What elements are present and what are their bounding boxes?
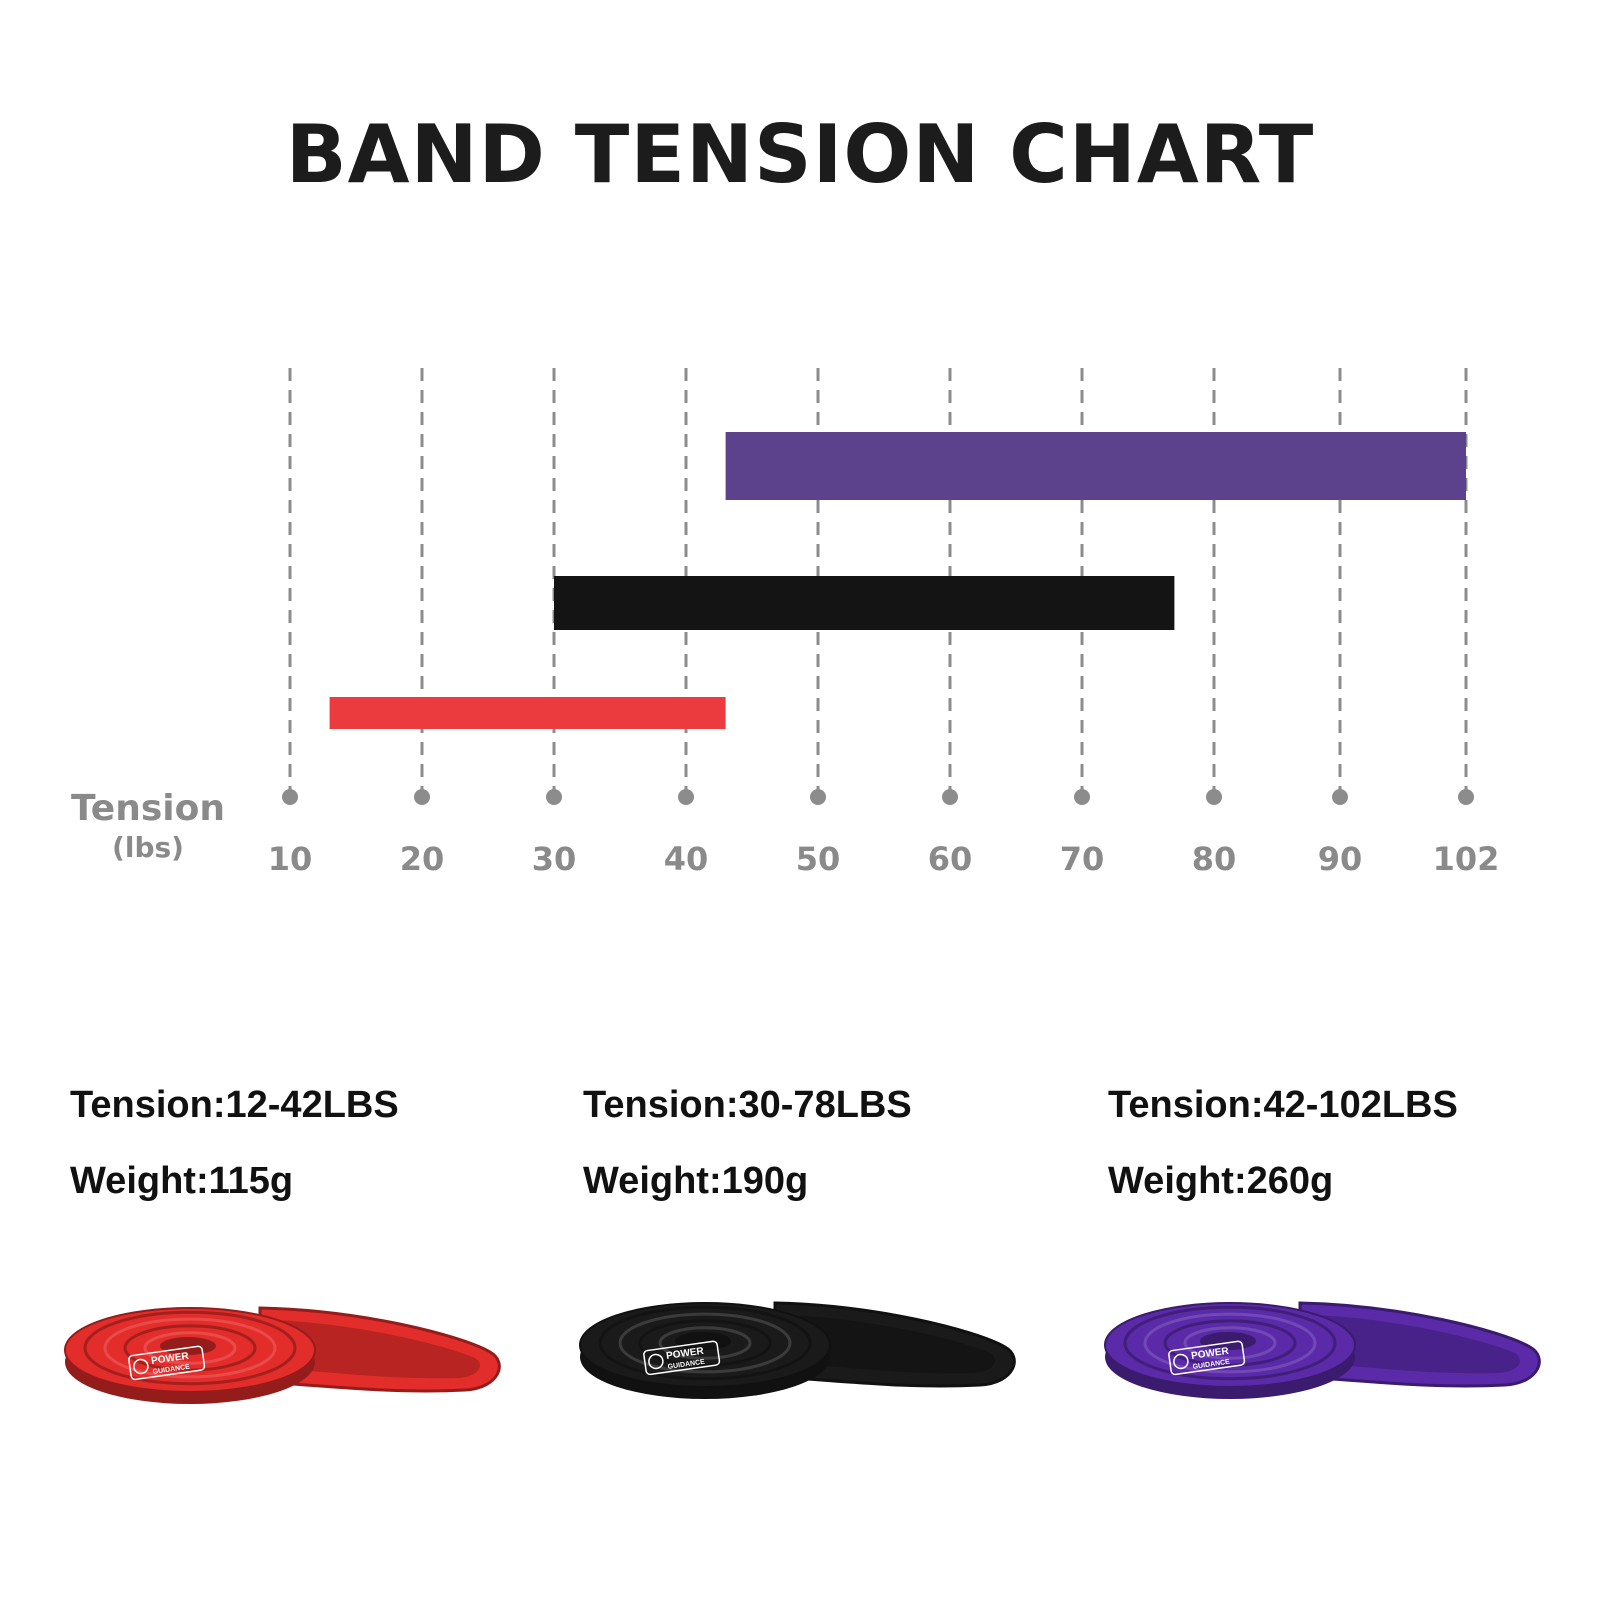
axis-label: Tension [71,788,225,829]
tick-dot [546,789,562,805]
band-black-weight: Weight:190g [583,1160,809,1202]
band-coil-ring [143,1331,237,1365]
tension-bar-red [329,697,726,729]
band-loop-inner [790,1315,995,1374]
tick-dot [414,789,430,805]
band-red-weight: Weight:115g [70,1160,294,1202]
band-coil-ring [1163,1319,1297,1367]
band-coil-ring [658,1326,752,1360]
tick-dot [810,789,826,805]
tick-label: 70 [1060,840,1105,878]
tension-bar-black [554,576,1175,630]
tick-dot [678,789,694,805]
tick-dot [1074,789,1090,805]
band-coil-ring [1183,1326,1277,1360]
band-coil-ring [1123,1305,1337,1381]
tick-dot [1332,789,1348,805]
band-coil-ring [598,1305,812,1381]
logo-target-icon [648,1353,664,1370]
band-coil-ring [83,1310,297,1386]
tick-label: 20 [400,840,445,878]
axis-unit: (lbs) [112,831,184,864]
band-coil-ring [123,1324,257,1372]
band-purple-tension: Tension:42-102LBS [1108,1084,1458,1126]
logo-frame [128,1345,206,1381]
band-loop-inner [1315,1315,1520,1374]
logo-text-line1: POWER [151,1351,191,1367]
logo-frame [643,1340,721,1376]
tick-label: 40 [664,840,709,878]
band-coil-ring [103,1317,277,1379]
band-red-tension: Tension:12-42LBS [70,1084,399,1126]
logo-text-line1: POWER [1191,1346,1231,1362]
tick-label: 50 [796,840,841,878]
tick-label: 102 [1433,840,1500,878]
tick-label: 10 [268,840,313,878]
logo-target-icon [133,1358,149,1375]
tick-label: 90 [1318,840,1363,878]
tick-dot [942,789,958,805]
logo-text-line1: POWER [666,1346,706,1362]
tick-label: 60 [928,840,973,878]
tension-range-chart: 10 20 30 40 50 60 70 80 90 102 Tension(lbs) [71,368,1500,878]
band-purple-weight: Weight:260g [1108,1160,1334,1202]
tick-label: 80 [1192,840,1237,878]
logo-frame [1168,1340,1246,1376]
band-black-tension: Tension:30-78LBS [583,1084,912,1126]
tick-dot [1458,789,1474,805]
tick-label: 30 [532,840,577,878]
chart-title: BAND TENSION CHART [285,108,1315,201]
tick-dot [282,789,298,805]
tick-dot [1206,789,1222,805]
band-coil-ring [638,1319,772,1367]
band-coil-ring [618,1312,792,1374]
band-loop-inner [275,1320,480,1379]
band-coil-ring [1143,1312,1317,1374]
logo-target-icon [1173,1353,1189,1370]
tension-bar-purple [725,432,1466,500]
